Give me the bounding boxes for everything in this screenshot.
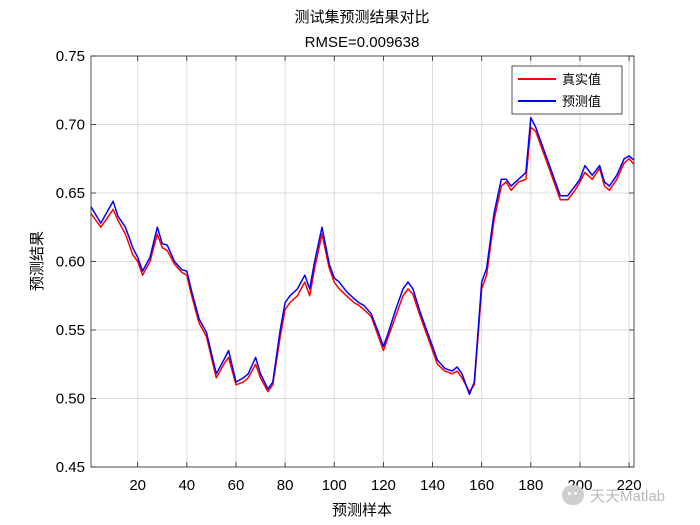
- wechat-icon: [562, 485, 584, 505]
- series-line-pred: [90, 116, 635, 396]
- x-tick-label: 140: [420, 477, 445, 494]
- x-tick-label: 100: [322, 477, 347, 494]
- chart-title: 测试集预测结果对比: [294, 8, 429, 26]
- watermark: 天天Matlab: [562, 482, 692, 508]
- x-tick-label: 60: [228, 477, 245, 494]
- x-tick-label: 80: [277, 477, 294, 494]
- x-tick-label: 20: [129, 477, 146, 494]
- y-tick-label: 0.65: [56, 185, 85, 202]
- y-axis-label: 预测结果: [28, 231, 46, 291]
- y-tick-label: 0.55: [56, 322, 85, 339]
- legend: 真实值 预测值: [511, 65, 623, 115]
- legend-label-true: 真实值: [562, 72, 601, 88]
- y-tick-label: 0.45: [56, 459, 85, 476]
- x-axis: 20 40 60 80 100 120 140 160 180 200 220: [129, 56, 642, 494]
- x-tick-label: 180: [518, 477, 543, 494]
- legend-label-pred: 预测值: [562, 94, 601, 110]
- y-tick-label: 0.75: [56, 48, 85, 65]
- x-tick-label: 220: [617, 477, 642, 494]
- x-tick-label: 160: [469, 477, 494, 494]
- y-tick-label: 0.60: [56, 254, 85, 271]
- x-tick-label: 120: [371, 477, 396, 494]
- y-tick-label: 0.50: [56, 391, 85, 408]
- legend-box: [511, 65, 623, 115]
- y-tick-label: 0.70: [56, 117, 85, 134]
- chart-subtitle: RMSE=0.009638: [305, 34, 420, 51]
- x-tick-label: 40: [178, 477, 195, 494]
- series-line-true: [90, 126, 635, 393]
- y-axis: 0.45 0.50 0.55 0.60 0.65 0.70 0.75: [56, 48, 634, 476]
- series-layer: [90, 116, 635, 396]
- x-axis-label: 预测样本: [332, 501, 392, 519]
- watermark-text: 天天Matlab: [590, 487, 666, 505]
